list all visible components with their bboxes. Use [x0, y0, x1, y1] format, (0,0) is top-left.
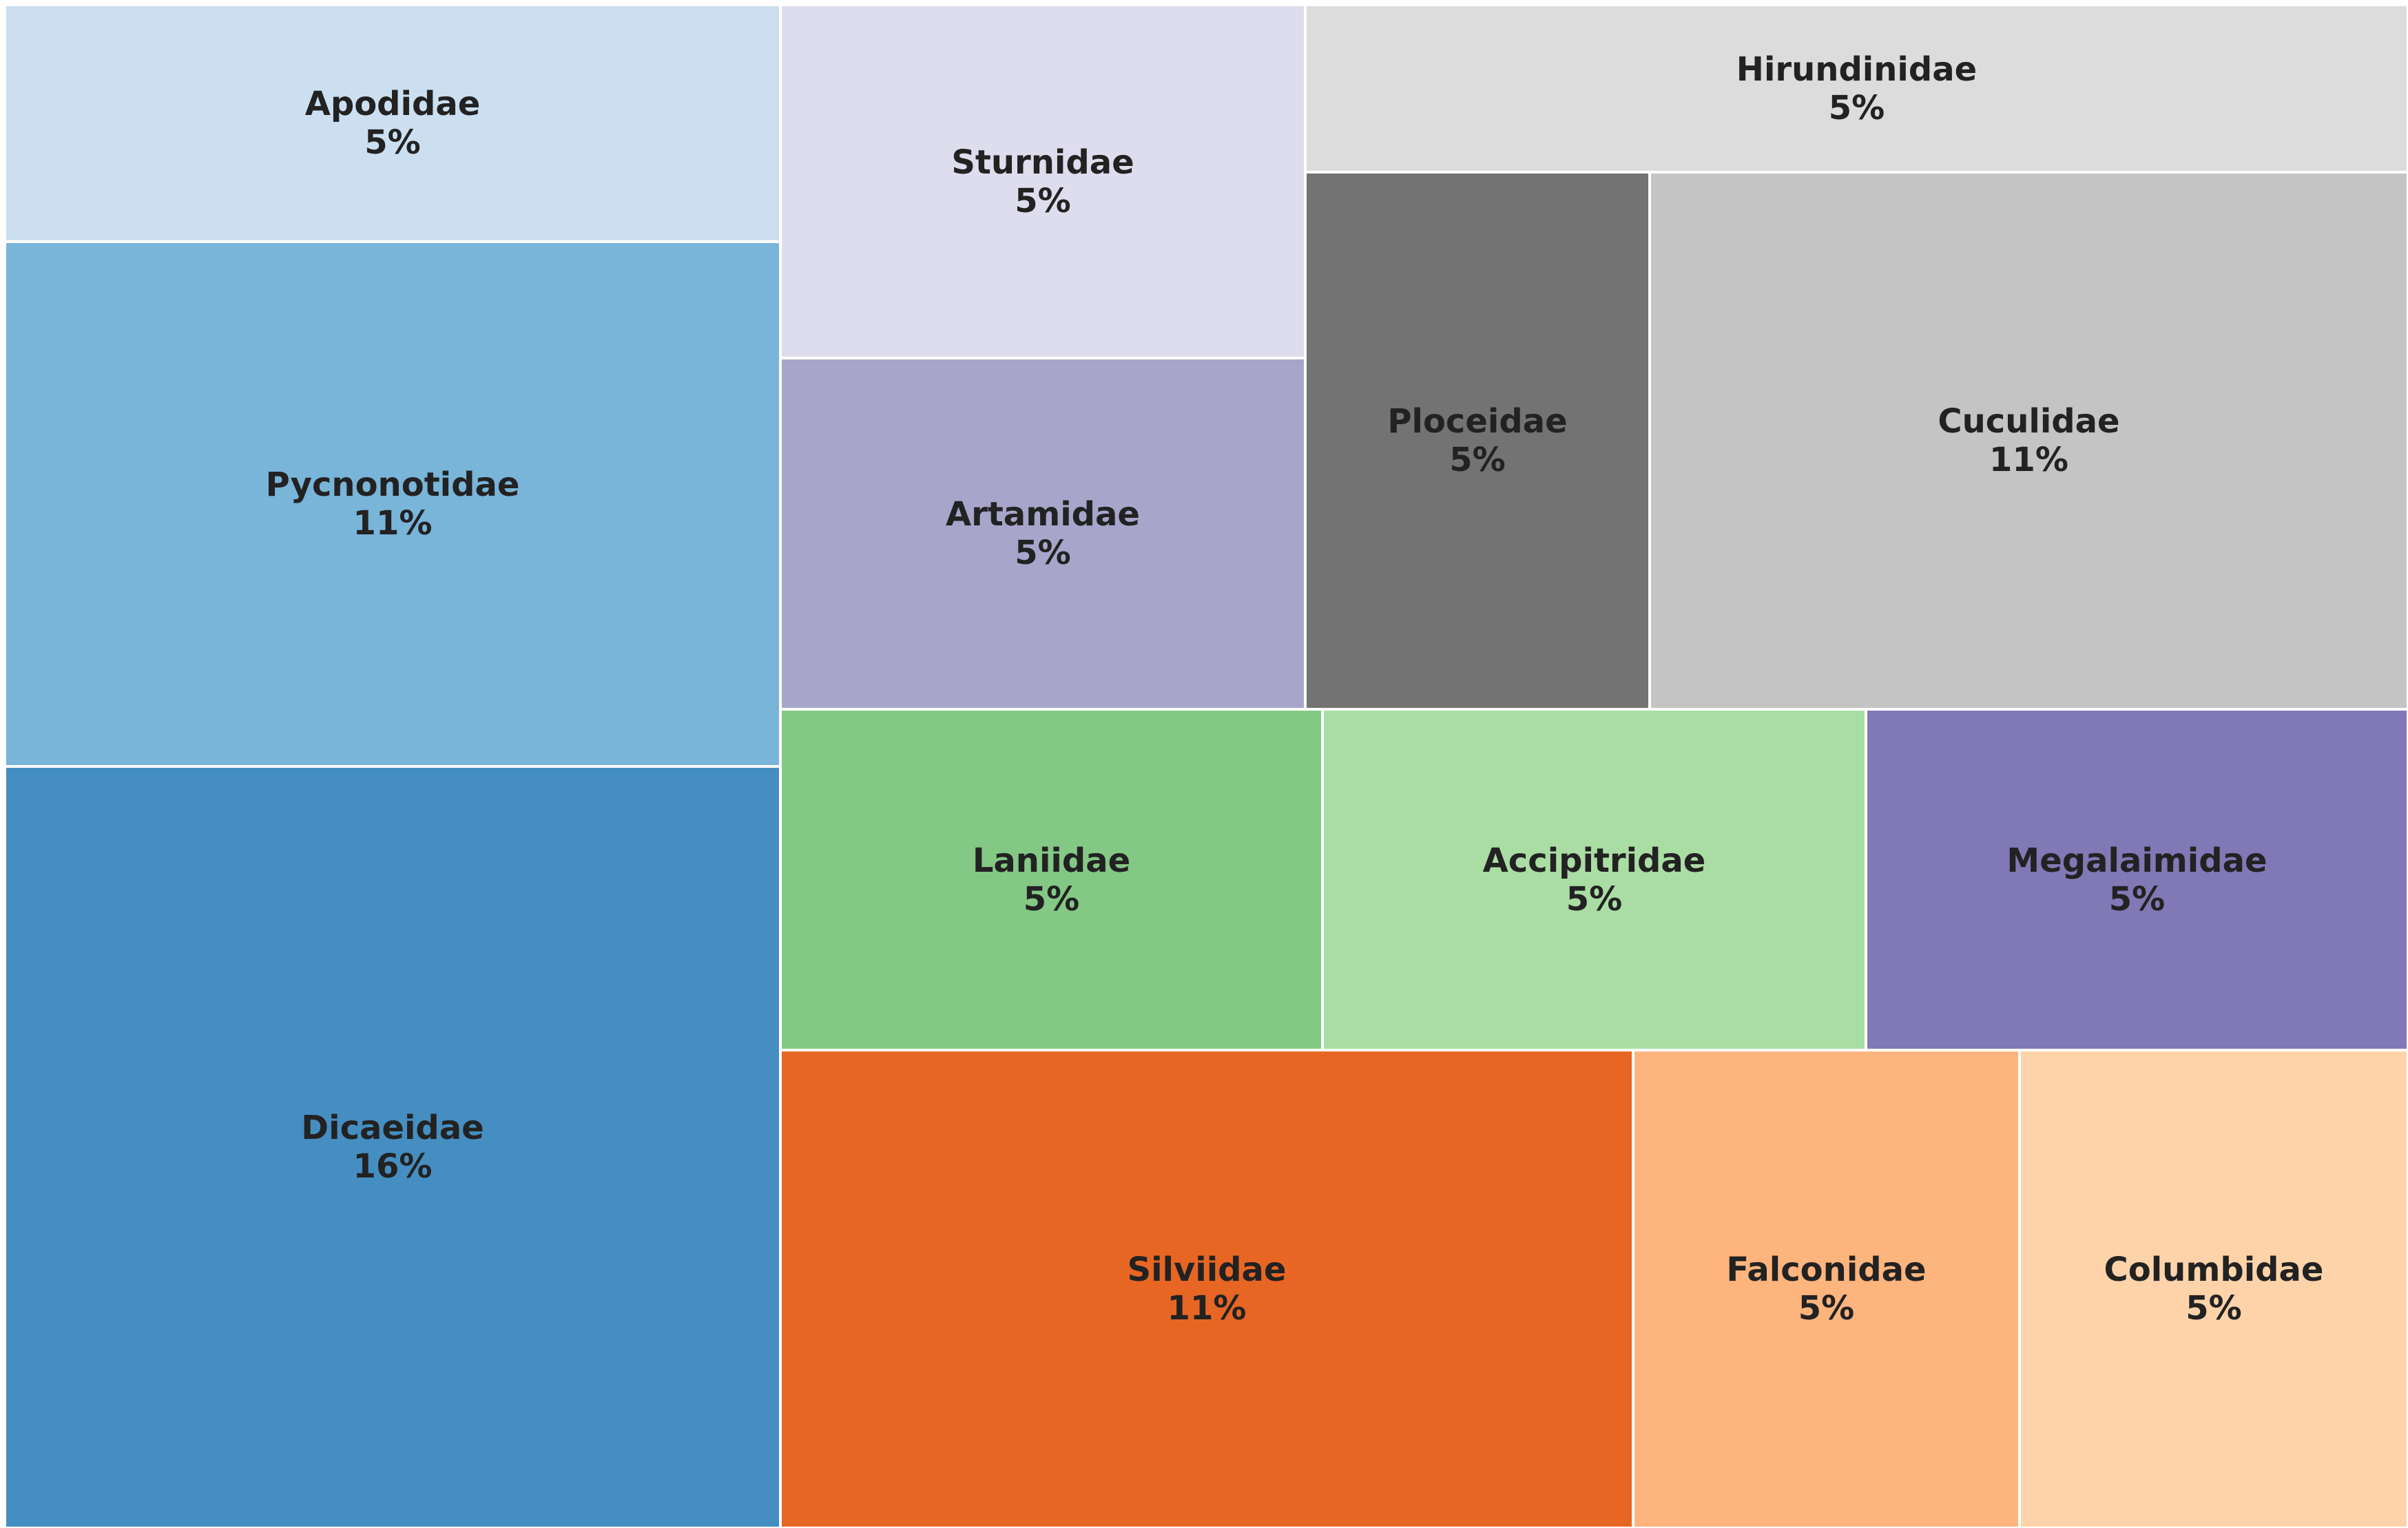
tile-percent: 5%	[1449, 441, 1506, 479]
tile-percent: 5%	[1015, 181, 1071, 220]
tile-percent: 5%	[1015, 534, 1071, 572]
tile-label: Megalaimidae	[2006, 841, 2267, 880]
tile-percent: 5%	[2186, 1289, 2242, 1328]
tile-label: Laniidae	[972, 841, 1131, 880]
tile-percent: 5%	[1798, 1289, 1855, 1328]
tile-sturnidae[interactable]: Sturnidae 5%	[780, 5, 1305, 358]
tile-label: Apodidae	[304, 85, 481, 123]
tile-ploceidae[interactable]: Ploceidae 5%	[1305, 172, 1650, 709]
tile-silviidae[interactable]: Silviidae 11%	[780, 1050, 1633, 1528]
tile-percent: 11%	[1167, 1289, 1247, 1328]
tile-dicaeidae[interactable]: Dicaeidae 16%	[5, 766, 780, 1528]
tile-label: Artamidae	[946, 495, 1140, 534]
tile-percent: 5%	[364, 123, 421, 162]
tile-percent: 11%	[1989, 441, 2068, 479]
tile-label: Ploceidae	[1387, 402, 1568, 441]
tile-label: Columbidae	[2104, 1250, 2324, 1289]
tile-laniidae[interactable]: Laniidae 5%	[780, 709, 1322, 1050]
tile-artamidae[interactable]: Artamidae 5%	[780, 358, 1305, 709]
tile-percent: 16%	[353, 1147, 433, 1186]
tile-columbidae[interactable]: Columbidae 5%	[2020, 1050, 2408, 1528]
tile-pycnonotidae[interactable]: Pycnonotidae 11%	[5, 242, 780, 766]
tile-falconidae[interactable]: Falconidae 5%	[1633, 1050, 2020, 1528]
tile-apodidae[interactable]: Apodidae 5%	[5, 5, 780, 242]
tile-label: Pycnonotidae	[265, 465, 520, 504]
tile-label: Dicaeidae	[301, 1109, 484, 1147]
tile-label: Cuculidae	[1938, 402, 2120, 441]
tile-percent: 5%	[1023, 879, 1080, 919]
tile-cuculidae[interactable]: Cuculidae 11%	[1650, 172, 2408, 709]
tile-megalaimidae[interactable]: Megalaimidae 5%	[1866, 709, 2408, 1050]
tile-hirundinidae[interactable]: Hirundinidae 5%	[1305, 5, 2408, 172]
tile-percent: 5%	[1566, 879, 1623, 919]
tile-percent: 5%	[1828, 88, 1885, 127]
tile-label: Sturnidae	[951, 143, 1134, 182]
tile-label: Accipitridae	[1482, 841, 1706, 880]
tile-percent: 11%	[353, 504, 433, 543]
tile-label: Falconidae	[1726, 1250, 1927, 1289]
tile-percent: 5%	[2108, 879, 2166, 919]
tile-label: Silviidae	[1127, 1250, 1287, 1289]
tile-accipitridae[interactable]: Accipitridae 5%	[1322, 709, 1866, 1050]
tile-label: Hirundinidae	[1736, 50, 1978, 89]
